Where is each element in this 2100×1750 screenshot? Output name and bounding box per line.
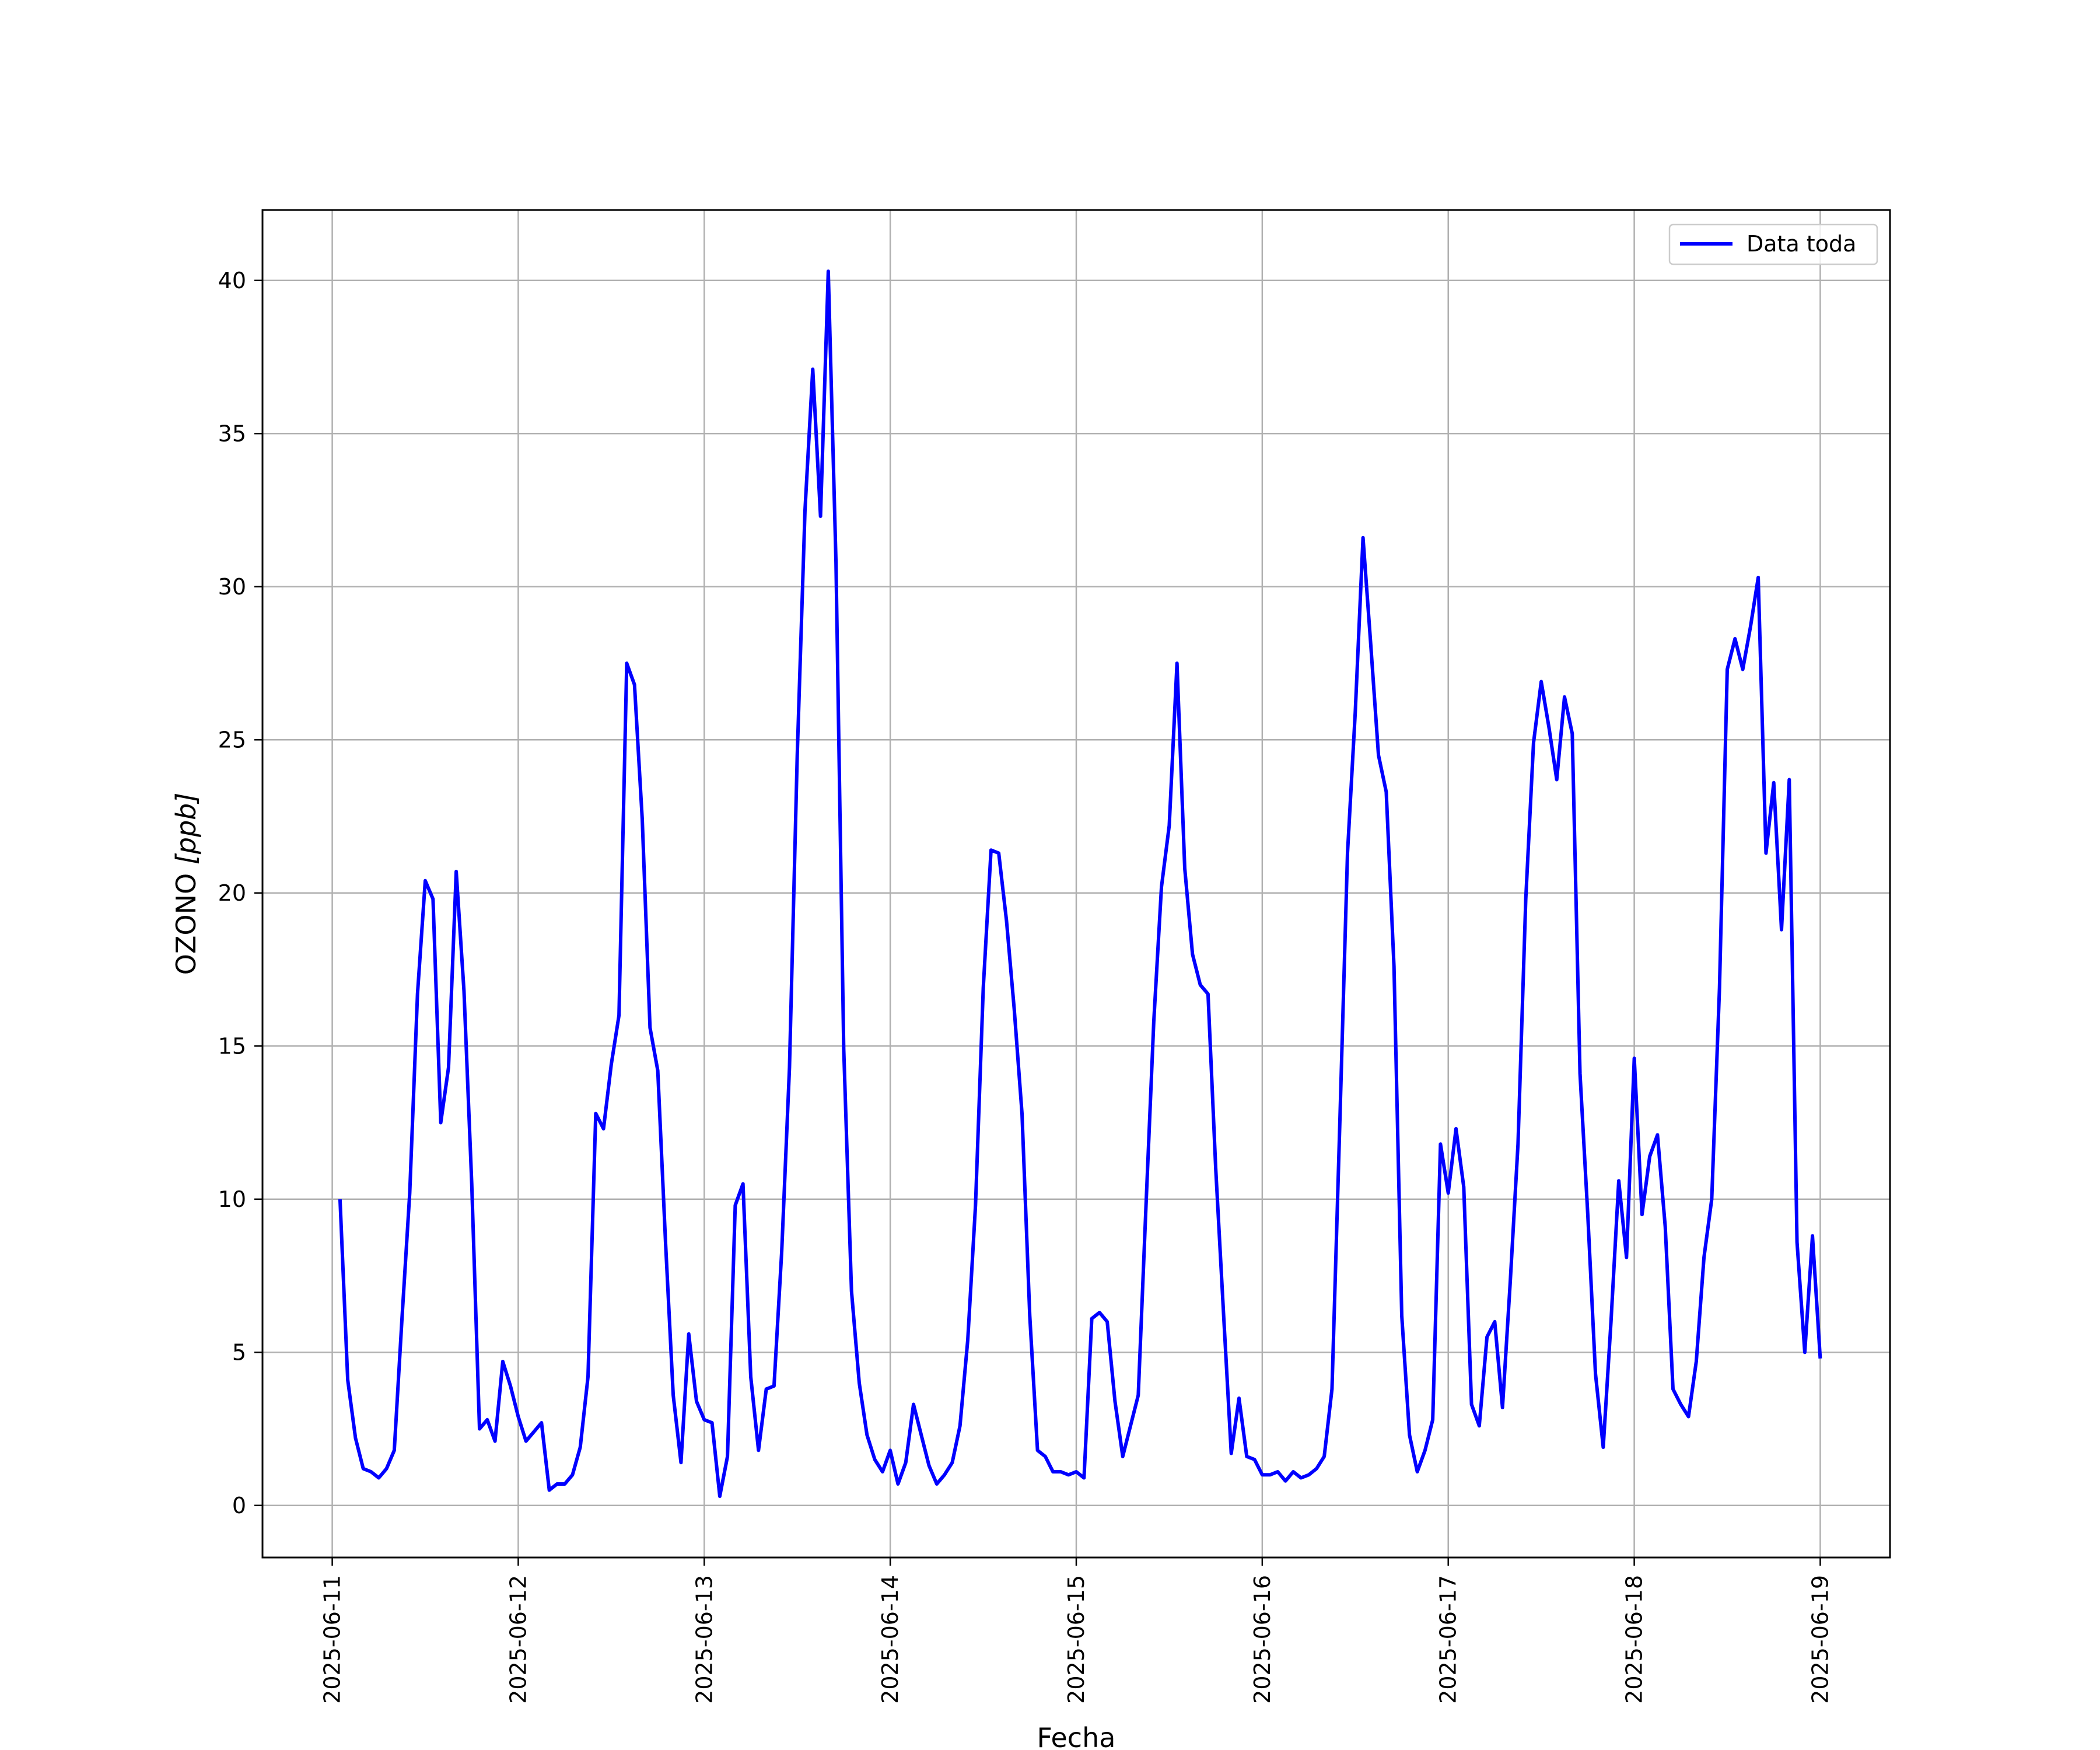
x-tick: 2025-06-16: [1250, 1558, 1275, 1704]
y-tick: 15: [218, 1033, 262, 1059]
y-tick: 30: [218, 574, 262, 600]
y-tick-label: 20: [218, 880, 246, 906]
x-tick: 2025-06-14: [877, 1558, 903, 1704]
y-tick: 0: [232, 1493, 262, 1518]
y-tick: 35: [218, 421, 262, 446]
y-tick-label: 40: [218, 268, 246, 293]
x-tick-label: 2025-06-15: [1063, 1575, 1089, 1704]
legend: Data toda: [1668, 223, 1878, 265]
y-tick-label: 30: [218, 574, 246, 600]
x-axis: 2025-06-11 2025-06-12 2025-06-13 2025-06-14…: [320, 1558, 1833, 1704]
x-tick: 2025-06-13: [691, 1558, 717, 1704]
y-tick-label: 10: [218, 1186, 246, 1212]
series-line-data-toda: [338, 270, 1822, 1498]
y-tick: 25: [218, 727, 262, 752]
legend-label: Data toda: [1746, 231, 1856, 257]
x-axis-label: Fecha: [1037, 1722, 1116, 1750]
y-axis-label: OZONO [ppb]: [170, 793, 202, 975]
y-tick: 20: [218, 880, 262, 906]
y-tick: 10: [218, 1186, 262, 1212]
series-layer: [338, 270, 1822, 1498]
y-axis: 0 5 10 15 20 25 30 35 40: [218, 268, 262, 1518]
x-tick-label: 2025-06-16: [1250, 1575, 1275, 1704]
x-tick-label: 2025-06-12: [505, 1575, 531, 1704]
y-tick: 5: [232, 1339, 262, 1365]
y-tick: 40: [218, 268, 262, 293]
y-tick-label: 5: [232, 1339, 246, 1365]
x-tick: 2025-06-18: [1622, 1558, 1647, 1704]
y-tick-label: 15: [218, 1033, 246, 1059]
x-tick: 2025-06-11: [320, 1558, 345, 1704]
y-axis-label-text: OZONO: [170, 864, 202, 975]
y-axis-label-unit: [ppb]: [170, 793, 202, 865]
x-tick: 2025-06-19: [1807, 1558, 1833, 1704]
grid-lines: [262, 210, 1890, 1558]
x-tick: 2025-06-12: [505, 1558, 531, 1704]
x-tick: 2025-06-17: [1436, 1558, 1461, 1704]
x-tick-label: 2025-06-17: [1436, 1575, 1461, 1704]
y-tick-label: 35: [218, 421, 246, 446]
x-tick-label: 2025-06-13: [691, 1575, 717, 1704]
y-tick-label: 25: [218, 727, 246, 752]
legend-box: [1668, 223, 1878, 265]
x-tick-label: 2025-06-14: [877, 1575, 903, 1704]
x-tick: 2025-06-15: [1063, 1558, 1089, 1704]
x-tick-label: 2025-06-19: [1807, 1575, 1833, 1704]
x-tick-label: 2025-06-18: [1622, 1575, 1647, 1704]
y-tick-label: 0: [232, 1493, 246, 1518]
x-tick-label: 2025-06-11: [320, 1575, 345, 1704]
